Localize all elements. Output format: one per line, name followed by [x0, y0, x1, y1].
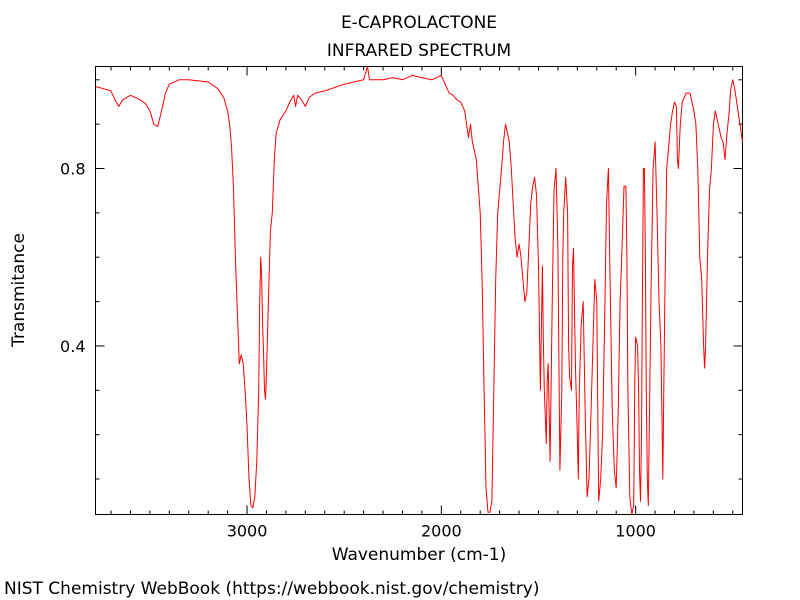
y-tick-label: 0.4 [60, 337, 85, 356]
x-tick-label: 3000 [227, 522, 268, 541]
x-tick-label: 1000 [615, 522, 656, 541]
x-axis-ticks: 3000 2000 1000 [227, 66, 656, 541]
plot-frame [95, 66, 743, 515]
minor-ticks [95, 66, 743, 515]
y-axis-ticks: 0.8 0.4 [60, 160, 743, 356]
x-axis-label: Wavenumber (cm-1) [332, 545, 507, 565]
x-tick-label: 2000 [421, 522, 462, 541]
series-layer [95, 66, 743, 515]
y-axis-label: Transmitance [9, 233, 29, 348]
transmittance-series-line [95, 66, 743, 515]
chart-title: E-CAPROLACTONE [341, 13, 497, 33]
y-tick-label: 0.8 [60, 160, 85, 179]
chart-subtitle: INFRARED SPECTRUM [327, 41, 511, 61]
source-footer: NIST Chemistry WebBook (https://webbook.… [4, 579, 539, 599]
